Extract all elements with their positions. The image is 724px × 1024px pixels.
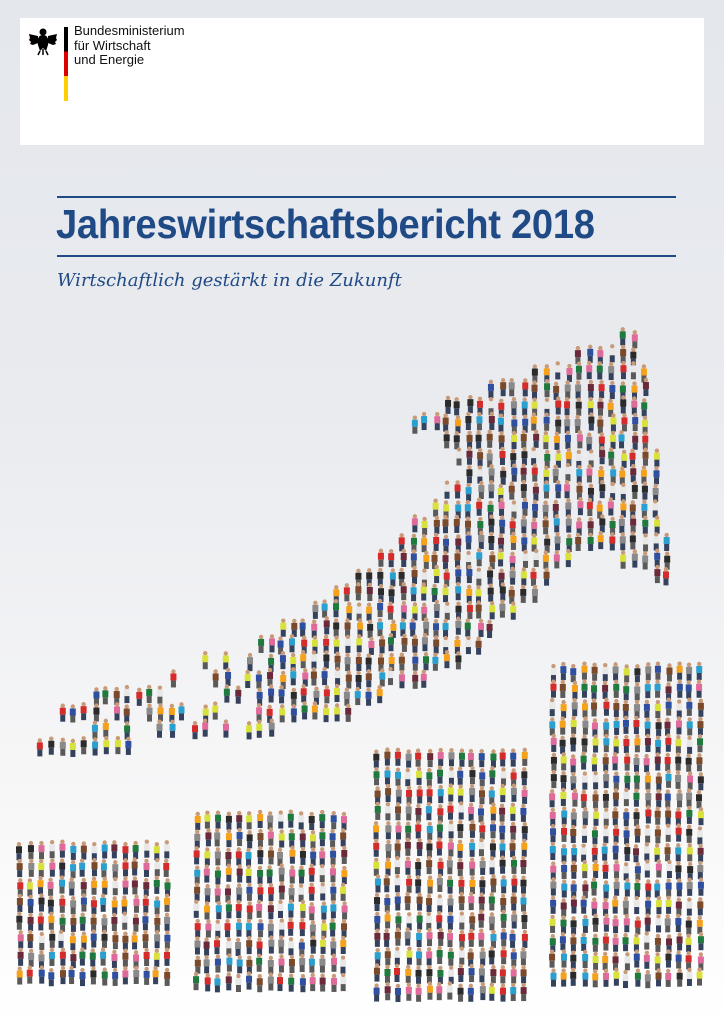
crowd-arrow (36, 327, 671, 757)
flag-stripe (64, 27, 68, 101)
ministry-line: Bundesministerium (74, 23, 185, 38)
crowd-bar-3 (373, 747, 528, 1002)
crowd-bar-4 (549, 661, 704, 989)
title-rule-top (57, 196, 676, 198)
title-rule-bottom (57, 255, 676, 257)
ministry-line: für Wirtschaft (74, 37, 151, 53)
ministry-line: und Energie (74, 52, 145, 67)
crowd-bar-1 (16, 839, 171, 987)
federal-eagle-icon (29, 28, 57, 56)
page-title: Jahreswirtschaftsbericht 2018 (56, 201, 595, 247)
crowd-bar-2 (193, 809, 348, 993)
ministry-name: Bundesministerium für Wirtschaft und Ene… (74, 23, 185, 68)
header-banner (20, 18, 704, 145)
page-subtitle: Wirtschaftlich gestärkt in die Zukunft (57, 270, 402, 291)
